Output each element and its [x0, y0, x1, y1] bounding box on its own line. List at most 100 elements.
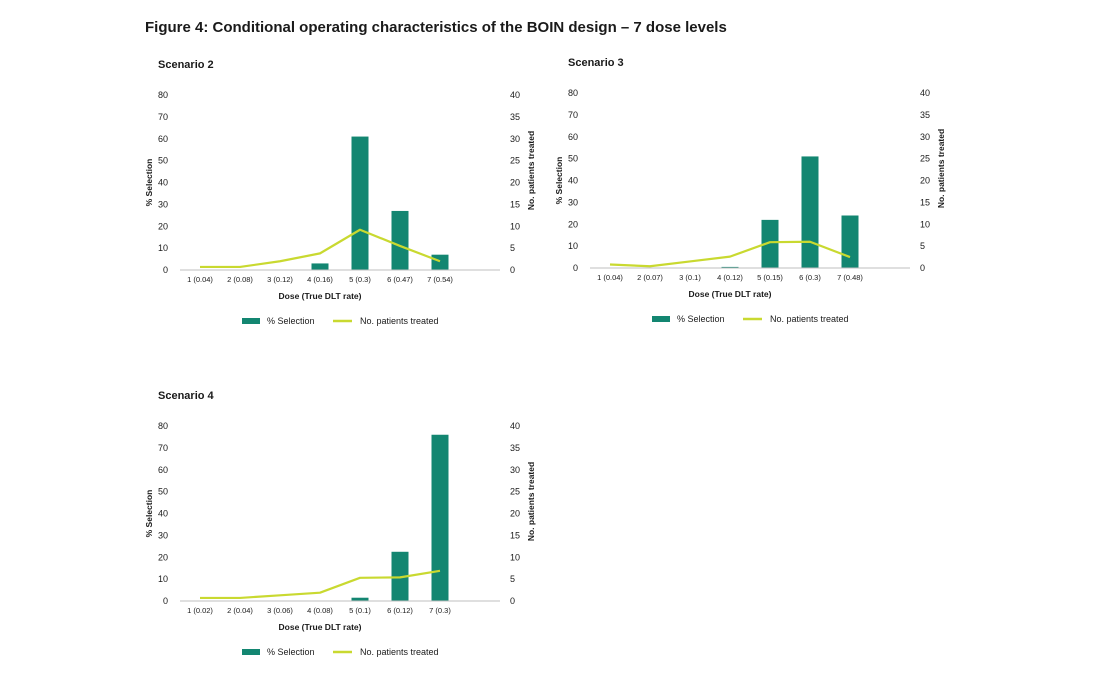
x-tick-label: 2 (0.08)	[227, 275, 253, 284]
y-tick-label: 70	[568, 110, 578, 120]
y2-tick-label: 10	[510, 221, 520, 231]
y-tick-label: 10	[158, 243, 168, 253]
legend-label-patients: No. patients treated	[360, 316, 439, 326]
y2-tick-label: 40	[510, 421, 520, 431]
x-tick-label: 4 (0.16)	[307, 275, 333, 284]
chart-title: Scenario 4	[158, 390, 215, 402]
bar-selection	[721, 266, 739, 268]
bar-selection	[391, 210, 409, 270]
legend-label-selection: % Selection	[267, 316, 315, 326]
y2-axis-label: No. patients treated	[936, 129, 946, 208]
y2-tick-label: 10	[920, 219, 930, 229]
y-tick-label: 20	[158, 221, 168, 231]
y2-tick-label: 30	[920, 132, 930, 142]
bar-selection	[841, 215, 859, 268]
y-axis-label: % Selection	[144, 159, 154, 207]
y2-tick-label: 25	[510, 487, 520, 497]
y-tick-label: 50	[158, 487, 168, 497]
y2-tick-label: 20	[510, 178, 520, 188]
y2-axis-label: No. patients treated	[526, 462, 536, 541]
bar-selection	[311, 263, 329, 270]
y2-tick-label: 30	[510, 134, 520, 144]
x-tick-label: 7 (0.54)	[427, 275, 453, 284]
y-tick-label: 30	[158, 530, 168, 540]
y2-tick-label: 35	[510, 443, 520, 453]
y-tick-label: 80	[568, 88, 578, 98]
y-tick-label: 10	[568, 241, 578, 251]
y-tick-label: 30	[158, 199, 168, 209]
y-tick-label: 10	[158, 574, 168, 584]
legend-swatch-selection	[242, 318, 260, 324]
y-tick-label: 70	[158, 112, 168, 122]
y-tick-label: 40	[158, 509, 168, 519]
x-tick-label: 3 (0.06)	[267, 606, 293, 615]
chart-svg: Scenario 2 0 10 20 30 40 50 60 70 80 0 5 10 15 20 25 30 3…	[144, 59, 536, 326]
y-tick-label: 50	[568, 154, 578, 164]
legend-swatch-selection	[242, 649, 260, 655]
y2-tick-label: 25	[510, 156, 520, 166]
y2-tick-label: 0	[510, 596, 515, 606]
bar-selection	[351, 136, 369, 270]
y2-axis-label: No. patients treated	[526, 131, 536, 210]
y-axis-label: % Selection	[144, 490, 154, 538]
x-tick-label: 4 (0.08)	[307, 606, 333, 615]
x-tick-label: 2 (0.04)	[227, 606, 253, 615]
y2-tick-label: 40	[920, 88, 930, 98]
chart-panel-scenario-2: Scenario 2 0 10 20 30 40 50 60 70 80 0 5 10 15 20 25 30 3…	[140, 52, 560, 332]
x-axis-label: Dose (True DLT rate)	[279, 622, 362, 632]
y-tick-label: 60	[568, 132, 578, 142]
legend-label-selection: % Selection	[677, 314, 725, 324]
bar-selection	[801, 156, 819, 268]
y2-tick-label: 35	[510, 112, 520, 122]
x-tick-label: 6 (0.12)	[387, 606, 413, 615]
y2-tick-label: 25	[920, 154, 930, 164]
x-tick-label: 7 (0.48)	[837, 273, 863, 282]
y2-tick-label: 20	[920, 176, 930, 186]
y2-tick-label: 0	[510, 265, 515, 275]
y-tick-label: 30	[568, 197, 578, 207]
figure-title: Figure 4: Conditional operating characte…	[145, 19, 727, 36]
x-tick-label: 3 (0.12)	[267, 275, 293, 284]
y2-tick-label: 5	[510, 243, 515, 253]
legend-label-selection: % Selection	[267, 647, 315, 657]
bar-selection	[351, 597, 369, 601]
y2-tick-label: 15	[510, 199, 520, 209]
bar-selection	[431, 434, 449, 601]
y2-tick-label: 20	[510, 509, 520, 519]
y-tick-label: 20	[568, 219, 578, 229]
y-tick-label: 0	[163, 596, 168, 606]
x-tick-label: 6 (0.47)	[387, 275, 413, 284]
y2-tick-label: 5	[920, 241, 925, 251]
y2-tick-label: 40	[510, 90, 520, 100]
y-tick-label: 40	[158, 178, 168, 188]
y-tick-label: 0	[163, 265, 168, 275]
chart-panel-scenario-4: Scenario 4 0 10 20 30 40 50 60 70 80 0 5 10 15 20 25 30 3…	[140, 383, 560, 663]
y2-tick-label: 15	[510, 530, 520, 540]
chart-panel-scenario-3: Scenario 3 0 10 20 30 40 50 60 70 80 0 5 10 15 20 25 30 3…	[550, 50, 970, 330]
y2-tick-label: 35	[920, 110, 930, 120]
y-tick-label: 70	[158, 443, 168, 453]
x-axis-label: Dose (True DLT rate)	[689, 289, 772, 299]
x-tick-label: 5 (0.15)	[757, 273, 783, 282]
y-tick-label: 60	[158, 465, 168, 475]
chart-title: Scenario 2	[158, 59, 214, 71]
x-tick-label: 3 (0.1)	[679, 273, 701, 282]
line-patients-treated	[200, 569, 441, 600]
x-tick-label: 1 (0.04)	[187, 275, 213, 284]
x-tick-label: 6 (0.3)	[799, 273, 821, 282]
y2-tick-label: 15	[920, 197, 930, 207]
y2-tick-label: 5	[510, 574, 515, 584]
x-tick-label: 1 (0.02)	[187, 606, 213, 615]
y-tick-label: 0	[573, 263, 578, 273]
x-tick-label: 5 (0.1)	[349, 606, 371, 615]
legend-label-patients: No. patients treated	[770, 314, 849, 324]
line-patients-treated	[609, 240, 851, 268]
y2-tick-label: 30	[510, 465, 520, 475]
y-tick-label: 80	[158, 90, 168, 100]
y-tick-label: 60	[158, 134, 168, 144]
legend-label-patients: No. patients treated	[360, 647, 439, 657]
bar-selection	[431, 254, 449, 270]
chart-title: Scenario 3	[568, 57, 624, 69]
x-tick-label: 2 (0.07)	[637, 273, 663, 282]
x-tick-label: 5 (0.3)	[349, 275, 371, 284]
